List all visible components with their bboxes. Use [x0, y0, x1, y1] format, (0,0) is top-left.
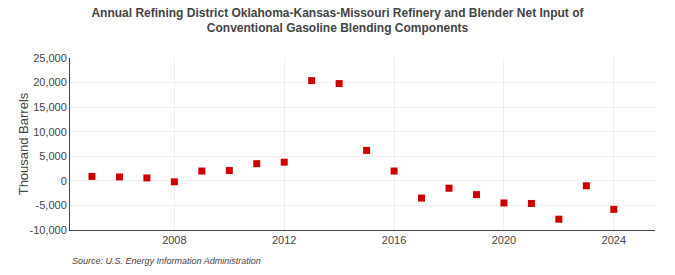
svg-text:Thousand Barrels: Thousand Barrels [16, 92, 31, 195]
svg-text:2024: 2024 [602, 234, 626, 246]
svg-text:0: 0 [61, 175, 67, 187]
svg-text:-5,000: -5,000 [36, 199, 67, 211]
svg-text:2012: 2012 [272, 234, 296, 246]
svg-text:2016: 2016 [382, 234, 406, 246]
svg-text:Annual Refining District Oklah: Annual Refining District Oklahoma-Kansas… [91, 6, 584, 36]
svg-text:20,000: 20,000 [33, 76, 67, 88]
svg-text:10,000: 10,000 [33, 126, 67, 138]
svg-text:5,000: 5,000 [39, 150, 67, 162]
svg-text:2008: 2008 [162, 234, 186, 246]
svg-text:-10,000: -10,000 [29, 224, 66, 236]
svg-text:2020: 2020 [492, 234, 516, 246]
svg-text:Source: U.S. Energy Informatio: Source: U.S. Energy Information Administ… [72, 256, 261, 266]
svg-text:25,000: 25,000 [33, 52, 67, 64]
svg-text:15,000: 15,000 [33, 101, 67, 113]
